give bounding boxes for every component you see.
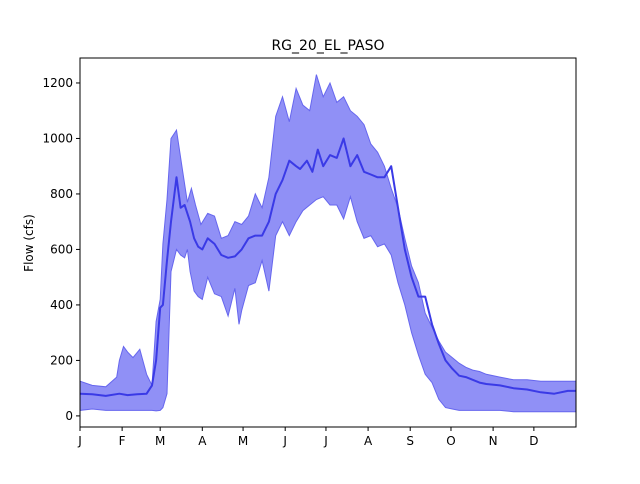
y-tick-label: 0 (65, 409, 73, 423)
x-tick-label: D (529, 434, 538, 448)
x-tick-label: J (77, 434, 82, 448)
y-tick-label: 1200 (42, 76, 73, 90)
median-line-layer (79, 137, 576, 397)
plot-frame (79, 57, 577, 428)
y-axis: 0 200 400 600 800 1000 1200 (42, 76, 80, 423)
chart-title: RG_20_EL_PASO (271, 38, 384, 54)
x-tick-label: A (364, 434, 373, 448)
y-tick-label: 1000 (42, 131, 73, 145)
y-tick-label: 800 (50, 187, 73, 201)
x-tick-label: J (323, 434, 328, 448)
x-tick-label: M (155, 434, 165, 448)
x-tick-label: J (282, 434, 287, 448)
y-axis-label: Flow (cfs) (22, 214, 36, 272)
x-tick-label: O (446, 434, 455, 448)
median-flow-line (79, 137, 576, 397)
x-tick-label: A (198, 434, 207, 448)
x-tick-label: F (119, 434, 126, 448)
x-tick-label: S (406, 434, 414, 448)
y-tick-label: 600 (50, 242, 73, 256)
x-tick-label: M (238, 434, 248, 448)
y-tick-label: 400 (50, 298, 73, 312)
x-tick-label: N (489, 434, 498, 448)
y-tick-label: 200 (50, 353, 73, 367)
